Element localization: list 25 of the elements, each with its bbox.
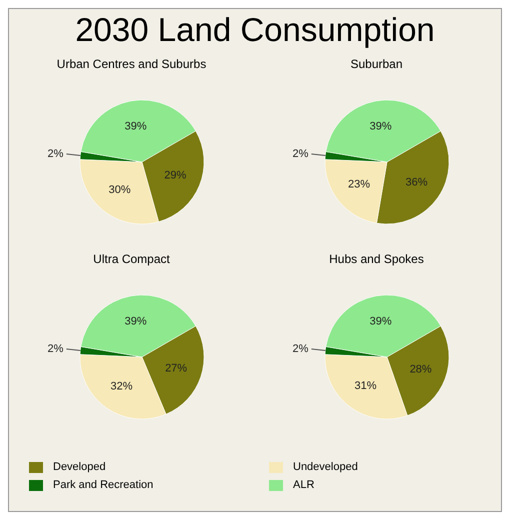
data-label: 27% [164, 362, 187, 374]
data-label: 2% [292, 148, 308, 160]
data-label: 2% [47, 148, 64, 160]
legend-label: Undeveloped [292, 461, 359, 473]
data-label: 28% [409, 364, 432, 376]
legend-label: ALR [292, 479, 316, 491]
data-label: 39% [124, 120, 146, 133]
data-label: 30% [108, 184, 130, 196]
chart-subtitle: Urban Centres and Suburbs [56, 57, 206, 73]
data-label: 2% [292, 343, 308, 356]
chart-title: 2030 Land Consumption [74, 11, 436, 50]
data-label: 32% [110, 380, 132, 393]
data-label: 39% [124, 316, 146, 328]
data-label: 29% [164, 170, 186, 182]
data-label: 2% [47, 343, 64, 356]
chart-subtitle: Hubs and Spokes [329, 252, 424, 268]
chart-subtitle: Ultra Compact [93, 252, 170, 268]
legend-label: Park and Recreation [52, 479, 154, 491]
data-label: 36% [405, 176, 428, 189]
data-label: 39% [369, 316, 392, 328]
data-label: 39% [369, 120, 392, 133]
legend-label: Developed [52, 461, 107, 473]
data-label: 23% [348, 178, 370, 191]
data-label: 31% [354, 380, 376, 392]
chart-subtitle: Suburban [350, 57, 403, 73]
